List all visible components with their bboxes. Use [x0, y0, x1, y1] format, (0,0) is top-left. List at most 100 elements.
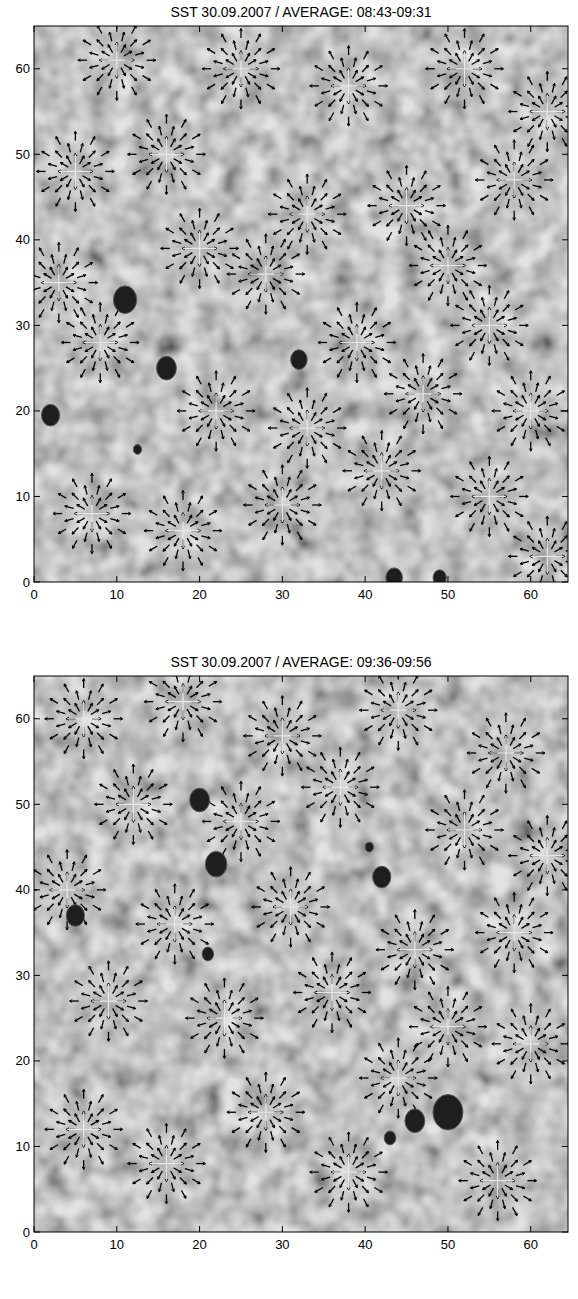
arrow-head	[283, 253, 286, 256]
flow-arrow	[330, 348, 339, 350]
flow-arrow	[330, 335, 339, 337]
arrow-head	[95, 281, 98, 284]
flow-arrow	[337, 427, 346, 428]
arrow-head	[389, 411, 392, 414]
flow-arrow	[430, 398, 438, 403]
arrow-head	[55, 189, 58, 192]
flow-arrow	[191, 233, 196, 241]
arrow-head	[348, 327, 351, 330]
flow-arrow	[494, 297, 496, 306]
flow-arrow	[481, 481, 486, 489]
arrow-head	[408, 400, 411, 403]
flow-arrow	[196, 154, 205, 155]
arrow-head	[81, 308, 84, 311]
flow-arrow	[44, 274, 52, 279]
arrow-head	[546, 516, 549, 519]
arrow-head	[217, 266, 220, 269]
arrow-head	[57, 320, 60, 323]
flow-arrow	[411, 213, 416, 221]
flow-arrow	[308, 520, 316, 525]
flow-arrow	[221, 383, 223, 392]
source-cross	[340, 325, 373, 359]
flow-arrow	[546, 438, 551, 446]
arrow-head	[189, 515, 192, 518]
arrow-head	[319, 434, 322, 437]
arrow-head	[102, 51, 105, 54]
arrow-head	[180, 214, 183, 217]
arrow-head	[177, 409, 180, 412]
flow-arrow	[503, 510, 509, 517]
arrow-head	[281, 465, 284, 468]
arrow-head	[109, 32, 112, 35]
flow-arrow	[428, 292, 433, 300]
flow-arrow	[58, 529, 66, 534]
flow-arrow	[181, 119, 186, 127]
arrow-head	[104, 520, 107, 523]
y-tick	[34, 496, 568, 497]
arrow-head	[179, 161, 182, 164]
flow-arrow	[218, 253, 227, 255]
flow-arrow	[299, 199, 304, 207]
arrow-head	[469, 343, 472, 346]
flow-source	[202, 29, 280, 109]
arrow-head	[92, 137, 95, 140]
arrow-head	[239, 280, 242, 283]
flow-arrow	[362, 100, 368, 107]
arrow-head	[506, 462, 509, 465]
flow-arrow	[130, 74, 136, 81]
arrow-head	[440, 411, 443, 414]
flow-arrow	[281, 301, 286, 309]
arrow-head	[224, 240, 227, 243]
arrow-head	[414, 378, 417, 381]
flow-arrow	[445, 48, 451, 55]
arrow-head	[495, 49, 498, 52]
arrow-head	[329, 51, 332, 54]
arrow-head	[144, 529, 147, 532]
flow-arrow	[398, 190, 403, 198]
flow-arrow	[80, 356, 86, 363]
arrow-head	[456, 514, 459, 517]
flow-arrow	[97, 40, 103, 47]
arrow-head	[506, 357, 509, 360]
arrow-head	[313, 523, 316, 526]
arrow-head	[292, 434, 295, 437]
arrow-head	[165, 114, 168, 117]
arrow-head	[408, 385, 411, 388]
flow-arrow	[197, 438, 202, 446]
arrow-head	[428, 366, 431, 369]
arrow-head	[207, 395, 210, 398]
flow-arrow	[379, 198, 388, 200]
flow-arrow	[381, 431, 382, 440]
arrow-head	[274, 489, 277, 492]
arrow-head	[361, 92, 364, 95]
flow-arrow	[230, 425, 236, 432]
flow-arrow	[416, 413, 418, 422]
flow-arrow	[348, 350, 353, 358]
flow-arrow	[265, 305, 266, 314]
flow-arrow	[207, 418, 212, 426]
flow-arrow	[226, 73, 234, 78]
arrow-head	[526, 495, 529, 498]
arrow-head	[42, 151, 45, 154]
arrow-head	[474, 332, 477, 335]
arrow-head	[462, 331, 465, 334]
flow-arrow	[147, 168, 153, 175]
flow-arrow	[192, 134, 200, 139]
arrow-head	[50, 295, 53, 298]
flow-arrow	[321, 91, 330, 93]
arrow-head	[60, 162, 63, 165]
flow-arrow	[172, 241, 181, 243]
flow-arrow	[408, 398, 416, 403]
flow-arrow	[340, 70, 345, 78]
arrow-head	[481, 34, 484, 37]
arrow-head	[246, 306, 249, 309]
arrow-head	[449, 60, 452, 63]
flow-arrow	[300, 400, 302, 409]
flow-arrow	[265, 234, 266, 243]
flow-arrow	[527, 125, 533, 132]
arrow-head	[283, 239, 286, 242]
arrow-head	[65, 295, 68, 298]
arrow-head	[105, 368, 108, 371]
arrow-head	[447, 399, 450, 402]
flow-arrow	[171, 162, 176, 170]
